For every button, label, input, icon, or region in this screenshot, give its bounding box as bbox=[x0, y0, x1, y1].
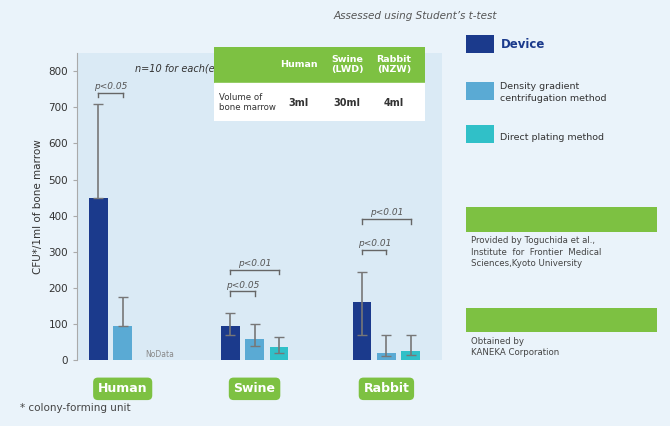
Text: Swine: Swine bbox=[234, 383, 275, 395]
Bar bbox=[401, 351, 420, 360]
Bar bbox=[269, 347, 288, 360]
Text: Obtained by
KANEKA Corporation: Obtained by KANEKA Corporation bbox=[471, 337, 559, 357]
Text: Rabbit: Rabbit bbox=[364, 383, 409, 395]
Text: Assessed using Student’s t-test: Assessed using Student’s t-test bbox=[334, 11, 497, 20]
Bar bbox=[245, 339, 264, 360]
Bar bbox=[113, 326, 132, 360]
Text: Human: Human bbox=[280, 60, 318, 69]
Text: Volume of
bone marrow: Volume of bone marrow bbox=[218, 93, 275, 112]
Text: Rabbit
(NZW): Rabbit (NZW) bbox=[377, 55, 411, 75]
Bar bbox=[89, 198, 108, 360]
Text: p<0.01: p<0.01 bbox=[370, 208, 403, 217]
Text: p<0.05: p<0.05 bbox=[226, 281, 259, 290]
Text: 3ml: 3ml bbox=[289, 98, 309, 108]
Text: 30ml: 30ml bbox=[334, 98, 361, 108]
Bar bbox=[352, 302, 371, 360]
Bar bbox=[221, 326, 240, 360]
Bar bbox=[214, 83, 425, 121]
Text: Data of humans: Data of humans bbox=[471, 215, 564, 225]
Text: Data of swine and rabbits: Data of swine and rabbits bbox=[471, 315, 623, 325]
Text: 4ml: 4ml bbox=[384, 98, 404, 108]
Text: p<0.05: p<0.05 bbox=[94, 82, 127, 91]
Text: p<0.01: p<0.01 bbox=[238, 259, 271, 268]
Text: Human: Human bbox=[98, 383, 147, 395]
Text: NoData: NoData bbox=[145, 350, 174, 359]
Bar bbox=[214, 47, 425, 83]
Text: Direct plating method: Direct plating method bbox=[500, 132, 604, 142]
Bar bbox=[377, 353, 396, 360]
Text: Density gradient
centrifugation method: Density gradient centrifugation method bbox=[500, 83, 607, 103]
Y-axis label: CFU*/1ml of bone marrow: CFU*/1ml of bone marrow bbox=[33, 139, 43, 274]
Text: Device: Device bbox=[500, 38, 545, 51]
Text: * colony-forming unit: * colony-forming unit bbox=[20, 403, 131, 413]
Text: Provided by Toguchida et al.,
Institute  for  Frontier  Medical
Sciences,Kyoto U: Provided by Toguchida et al., Institute … bbox=[471, 236, 602, 268]
Text: p<0.01: p<0.01 bbox=[358, 239, 391, 248]
Text: Swine
(LWD): Swine (LWD) bbox=[331, 55, 364, 75]
Text: n=10 for each(except for human n=5): n=10 for each(except for human n=5) bbox=[135, 64, 323, 74]
